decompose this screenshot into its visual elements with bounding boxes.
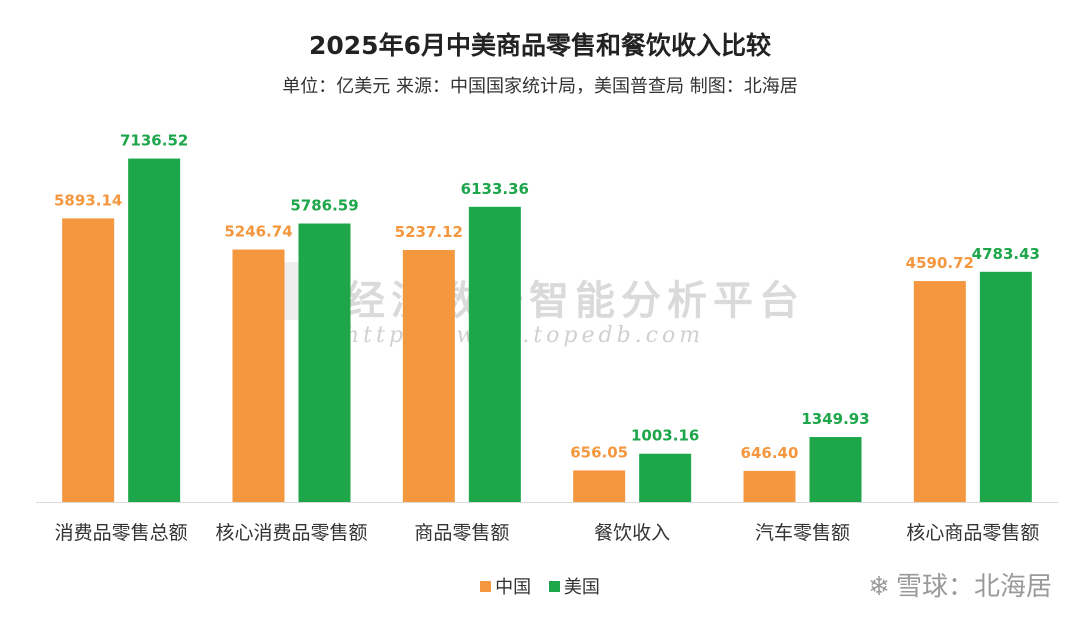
legend-item-usa: 美国 bbox=[548, 573, 600, 599]
legend: 中国 美国 bbox=[0, 573, 1080, 599]
data-label-china-3: 656.05 bbox=[570, 443, 628, 461]
bar-china-2 bbox=[402, 249, 455, 502]
data-label-china-5: 4590.72 bbox=[906, 254, 974, 272]
bar-china-3 bbox=[573, 470, 626, 502]
bar-china-5 bbox=[913, 281, 966, 502]
legend-swatch-china bbox=[480, 581, 492, 592]
footer-watermark: ❄ 雪球：北海居 bbox=[868, 566, 1052, 603]
legend-label-usa: 美国 bbox=[563, 577, 600, 598]
footer-watermark-text: 雪球：北海居 bbox=[895, 572, 1052, 602]
snowball-icon: ❄ bbox=[868, 572, 890, 602]
bar-usa-5 bbox=[979, 271, 1032, 502]
legend-swatch-usa bbox=[548, 581, 560, 592]
bar-china-0 bbox=[62, 218, 115, 502]
bar-usa-2 bbox=[468, 206, 521, 503]
bar-china-1 bbox=[232, 249, 285, 502]
data-label-usa-4: 1349.93 bbox=[801, 410, 869, 428]
data-label-usa-3: 1003.16 bbox=[631, 427, 699, 445]
legend-item-china: 中国 bbox=[480, 573, 531, 599]
data-label-usa-2: 6133.36 bbox=[461, 180, 529, 198]
x-tick-label-2: 商品零售额 bbox=[414, 522, 509, 544]
data-label-usa-1: 5786.59 bbox=[290, 197, 358, 215]
legend-label-china: 中国 bbox=[495, 577, 532, 598]
bar-china-4 bbox=[743, 470, 796, 502]
x-tick-label-3: 餐饮收入 bbox=[594, 522, 670, 544]
data-label-china-1: 5246.74 bbox=[224, 223, 292, 241]
data-label-usa-0: 7136.52 bbox=[120, 132, 188, 150]
data-label-china-2: 5237.12 bbox=[395, 223, 463, 241]
chart-title: 2025年6月中美商品零售和餐饮收入比较 bbox=[309, 31, 771, 60]
bar-usa-3 bbox=[639, 453, 692, 502]
x-tick-label-0: 消费品零售总额 bbox=[55, 522, 188, 544]
data-label-china-0: 5893.14 bbox=[54, 191, 122, 209]
x-tick-label-5: 核心商品零售额 bbox=[906, 522, 1039, 544]
data-label-usa-5: 4783.43 bbox=[972, 245, 1040, 263]
bar-usa-0 bbox=[128, 158, 181, 502]
data-label-china-4: 646.40 bbox=[741, 444, 799, 462]
bar-usa-4 bbox=[809, 437, 862, 502]
chart-subtitle: 单位：亿美元 来源：中国国家统计局，美国普查局 制图：北海居 bbox=[282, 76, 798, 97]
bar-usa-1 bbox=[298, 223, 351, 502]
x-tick-label-1: 核心消费品零售额 bbox=[215, 522, 367, 544]
x-tick-label-4: 汽车零售额 bbox=[755, 522, 850, 544]
